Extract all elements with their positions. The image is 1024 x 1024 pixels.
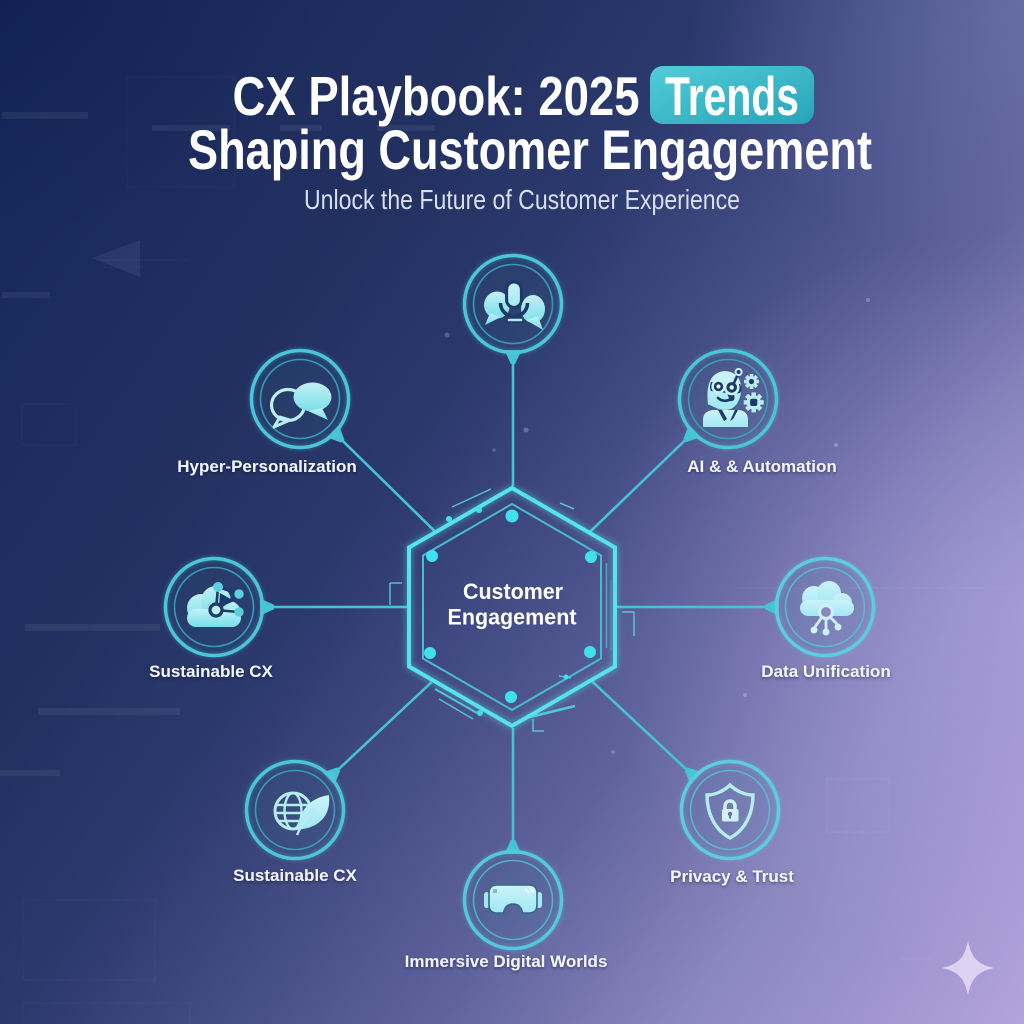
svg-text:AI & & Automation: AI & & Automation <box>687 457 837 476</box>
svg-text:Engagement: Engagement <box>448 605 577 630</box>
svg-text:Hyper-Personalization: Hyper-Personalization <box>177 457 357 476</box>
svg-text:Privacy & Trust: Privacy & Trust <box>670 867 794 886</box>
svg-text:Data Unification: Data Unification <box>761 662 890 681</box>
svg-text:Customer: Customer <box>463 579 563 604</box>
svg-text:Trends: Trends <box>665 65 799 127</box>
svg-text:Shaping Customer Engagement: Shaping Customer Engagement <box>188 118 872 181</box>
svg-text:Unlock the Future of Customer: Unlock the Future of Customer Experience <box>304 184 740 215</box>
svg-text:Sustainable CX: Sustainable CX <box>149 662 273 681</box>
svg-text:Sustainable CX: Sustainable CX <box>233 866 357 885</box>
svg-text:Immersive Digital Worlds: Immersive Digital Worlds <box>405 952 608 971</box>
svg-text:CX Playbook: 2025: CX Playbook: 2025 <box>233 65 640 127</box>
